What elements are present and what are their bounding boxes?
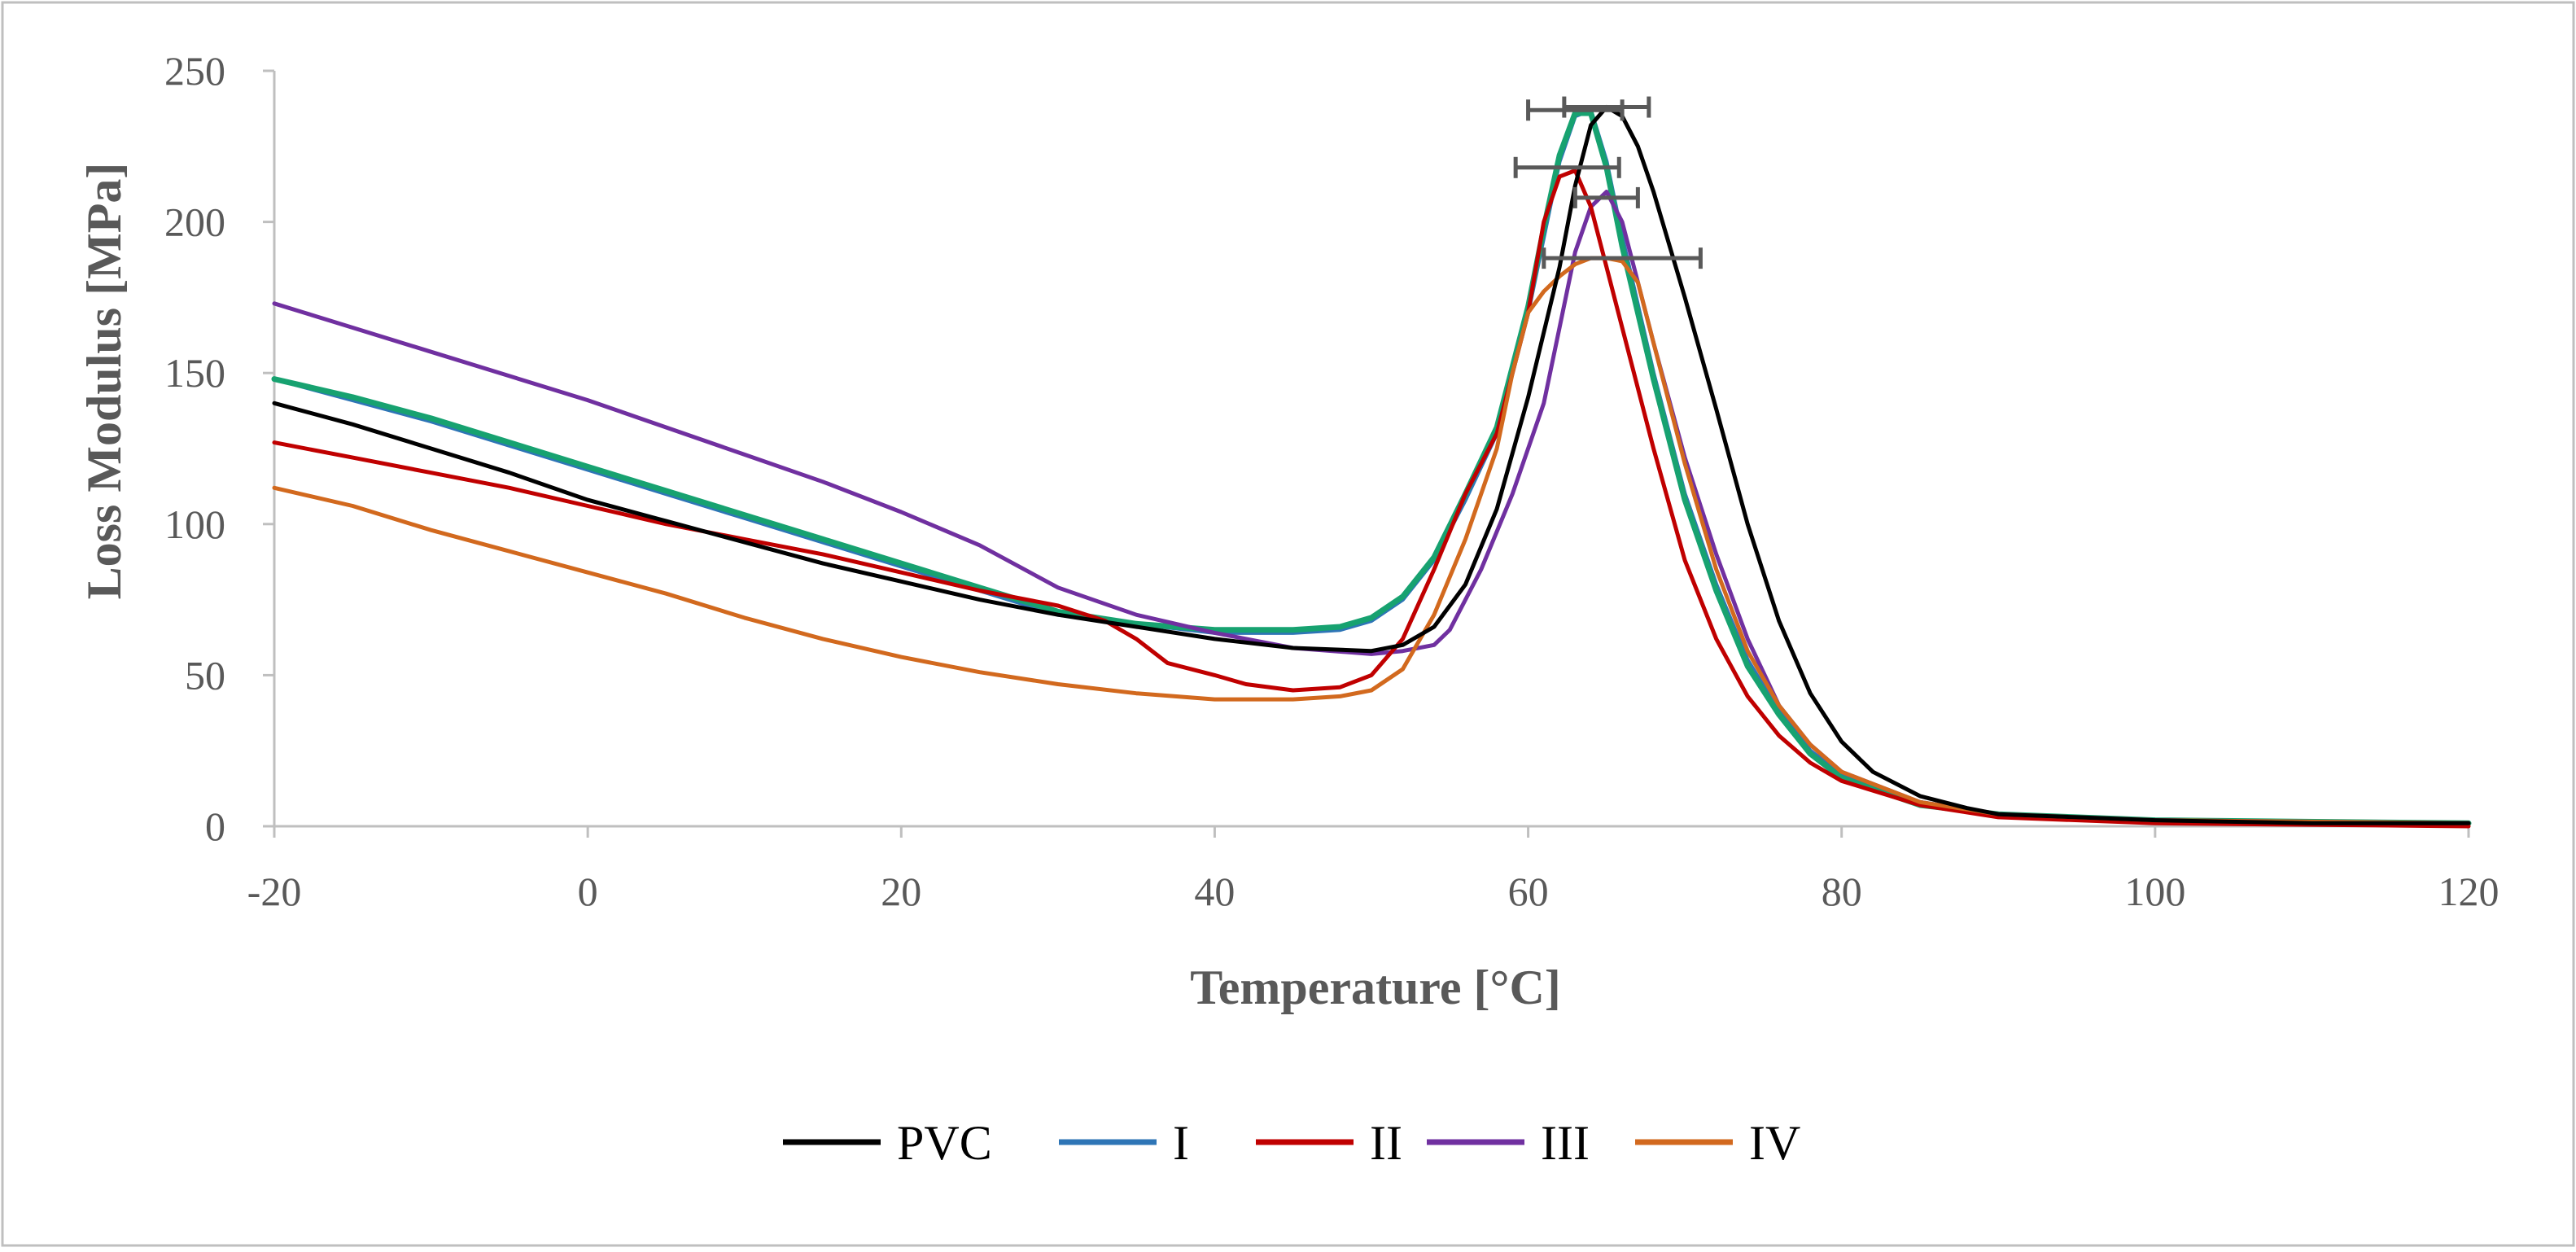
x-tick-label: 120 (2438, 869, 2499, 914)
y-tick-label: 200 (164, 199, 225, 245)
legend-entry-iv: IV (1635, 1116, 1800, 1170)
legend-label: IV (1749, 1116, 1800, 1170)
x-tick-label: 80 (1822, 869, 1862, 914)
series-line-iv (272, 256, 2471, 825)
legend-entry-iii: III (1427, 1116, 1590, 1170)
error-bar (1572, 186, 1640, 208)
x-tick-label: 20 (881, 869, 921, 914)
x-tick-label: 0 (578, 869, 598, 914)
legend-label: PVC (897, 1116, 992, 1170)
plot-area: -20 0 20 40 60 80 100 120 0 50 100 150 200 250 (164, 48, 2499, 914)
legend-label: I (1173, 1116, 1189, 1170)
legend-entry-pvc: PVC (783, 1116, 992, 1170)
y-axis-title: Loss Modulus [MPa] (77, 163, 131, 600)
x-tick-label: 100 (2124, 869, 2185, 914)
y-tick-label: 250 (164, 48, 225, 94)
legend-entry-ii: II (1256, 1116, 1402, 1170)
legend-label: III (1541, 1116, 1590, 1170)
x-tick-label: 40 (1194, 869, 1235, 914)
series-line-ii (272, 169, 2471, 829)
x-tick-label: 60 (1508, 869, 1549, 914)
y-tick-label: 150 (164, 350, 225, 396)
series-line-pvc (272, 105, 2471, 825)
y-tick-label: 0 (205, 803, 225, 849)
legend-entry-i: I (1059, 1116, 1189, 1170)
error-bar (1562, 96, 1651, 118)
x-tick-label: -20 (247, 869, 302, 914)
y-tick-label: 100 (164, 501, 225, 547)
error-bar (1526, 99, 1625, 121)
y-tick-label: 50 (185, 652, 225, 698)
error-bar (1542, 247, 1703, 269)
error-bar (1513, 156, 1621, 178)
legend: PVC I II III IV (783, 1116, 1800, 1170)
x-axis-title: Temperature [°C] (1190, 961, 1561, 1014)
legend-label: II (1370, 1116, 1402, 1170)
